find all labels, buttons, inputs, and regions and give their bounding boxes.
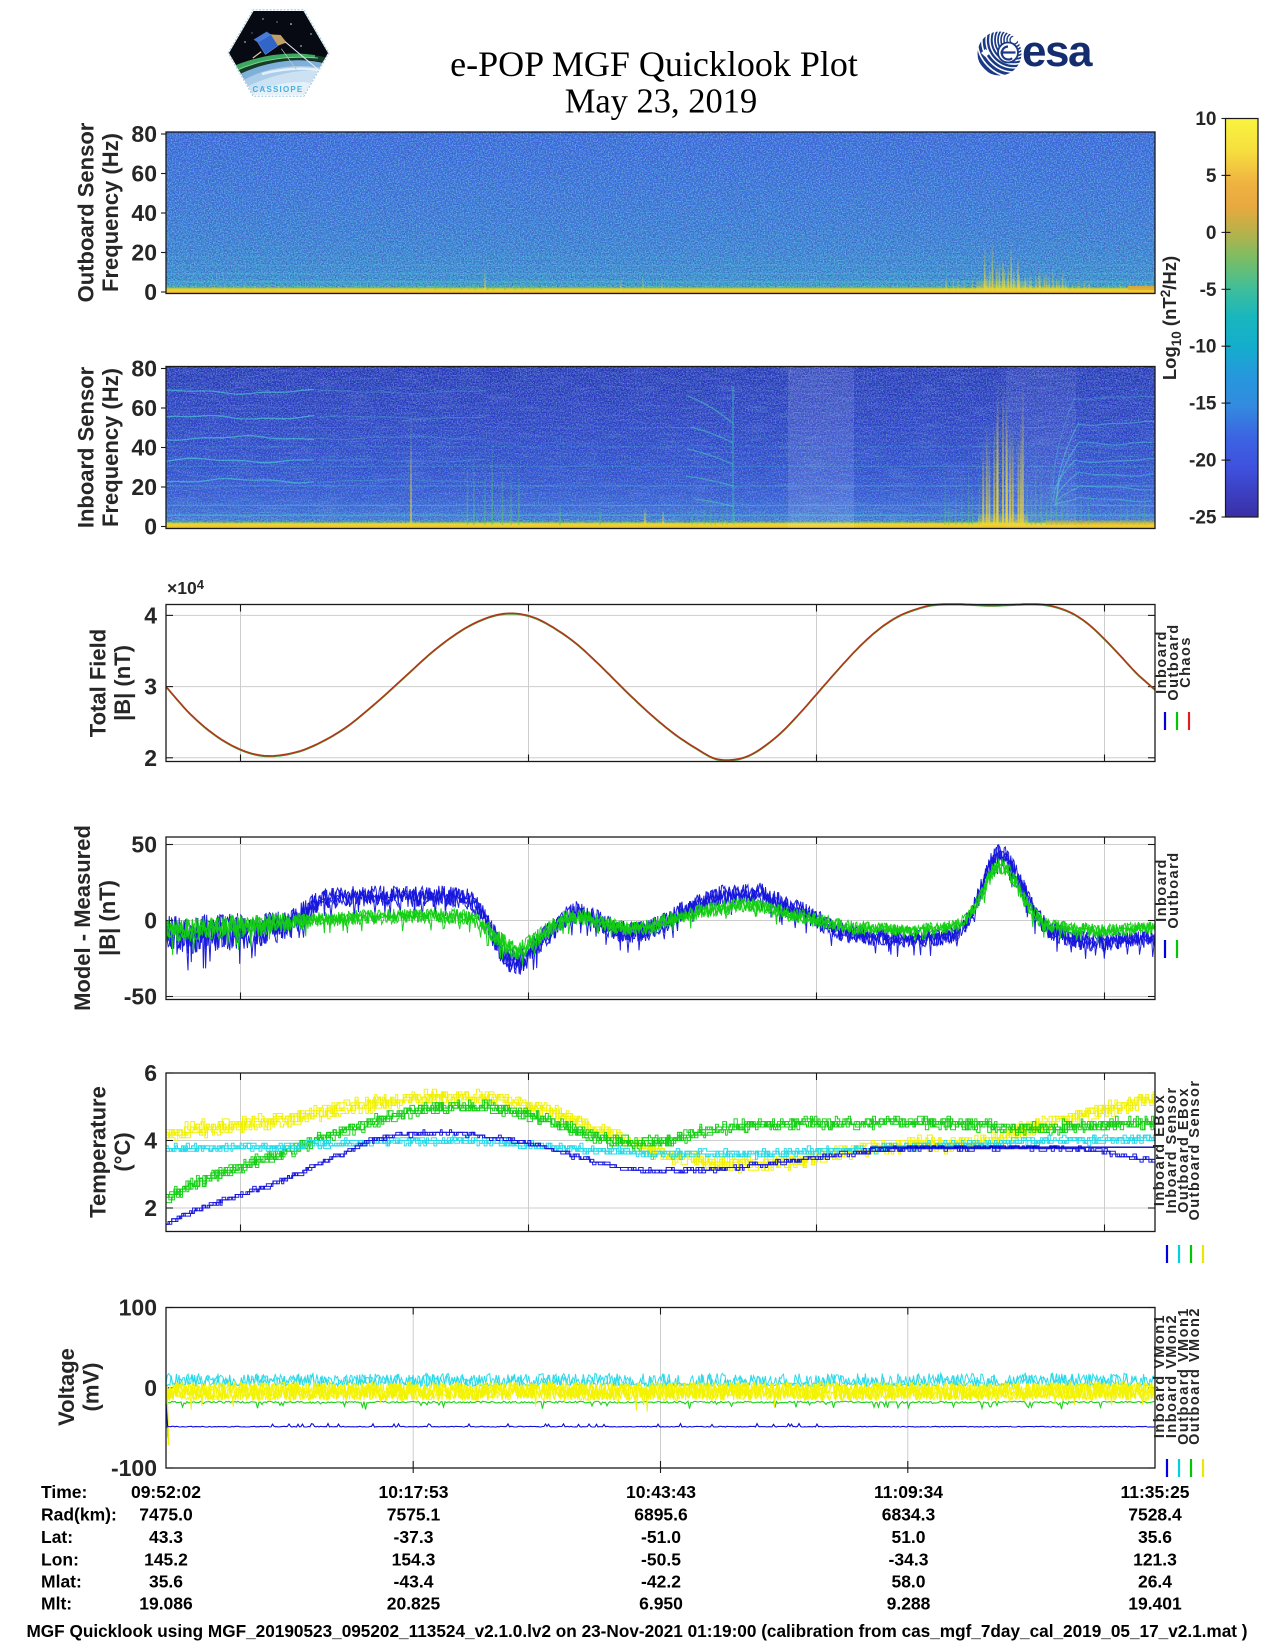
svg-text:58.0: 58.0 [891,1572,925,1592]
svg-text:5: 5 [1206,166,1217,187]
svg-text:0: 0 [144,279,157,305]
svg-text:35.6: 35.6 [149,1572,183,1592]
svg-text:20: 20 [131,474,157,500]
svg-text:-34.3: -34.3 [889,1550,929,1570]
svg-text:Frequency (Hz): Frequency (Hz) [98,133,123,292]
svg-text:11:09:34: 11:09:34 [874,1482,943,1502]
svg-text:3: 3 [144,674,157,700]
svg-text:40: 40 [131,435,157,461]
svg-text:0: 0 [144,514,157,540]
svg-text:121.3: 121.3 [1133,1550,1177,1570]
svg-text:60: 60 [131,161,157,187]
svg-text:4: 4 [144,602,157,628]
svg-text:0: 0 [144,908,157,934]
svg-text:35.6: 35.6 [1138,1527,1172,1547]
svg-text:Model - Measured: Model - Measured [70,825,95,1011]
svg-text:Voltage: Voltage [54,1348,79,1426]
svg-text:(°C): (°C) [110,1132,135,1171]
svg-text:Mlt:: Mlt: [41,1594,72,1614]
svg-text:2: 2 [144,1195,157,1221]
svg-text:0: 0 [1206,223,1217,244]
svg-text:-15: -15 [1189,394,1217,415]
svg-text:Lat:: Lat: [41,1527,73,1547]
svg-text:4: 4 [144,1128,157,1154]
svg-text:0: 0 [144,1375,157,1401]
svg-text:Frequency (Hz): Frequency (Hz) [98,368,123,527]
svg-text:-42.2: -42.2 [641,1572,681,1592]
svg-text:Mlat:: Mlat: [41,1572,82,1592]
svg-text:esa: esa [1022,27,1093,76]
svg-text:11:35:25: 11:35:25 [1120,1482,1189,1502]
svg-text:2: 2 [144,745,157,771]
svg-text:May 23, 2019: May 23, 2019 [565,83,758,121]
svg-text:-5: -5 [1200,280,1217,301]
svg-text:-50: -50 [124,984,157,1010]
svg-text:Temperature: Temperature [86,1086,111,1218]
svg-text:Total Field: Total Field [86,629,111,737]
svg-text:e-POP MGF Quicklook Plot: e-POP MGF Quicklook Plot [450,44,858,84]
svg-text:Inboard Sensor: Inboard Sensor [73,366,98,528]
svg-text:Outboard Sensor: Outboard Sensor [73,122,98,302]
svg-text:20: 20 [131,240,157,266]
svg-text:Inboard: Inboard [1154,630,1170,694]
svg-text:6834.3: 6834.3 [882,1505,936,1525]
svg-text:20.825: 20.825 [387,1594,441,1614]
svg-text:6: 6 [144,1060,157,1086]
svg-text:10: 10 [1195,109,1216,130]
svg-text:Chaos: Chaos [1178,636,1194,688]
svg-text:10:17:53: 10:17:53 [378,1482,448,1502]
svg-text:09:52:02: 09:52:02 [131,1482,201,1502]
svg-text:7575.1: 7575.1 [387,1505,441,1525]
svg-text:-43.4: -43.4 [394,1572,434,1592]
svg-text:(mV): (mV) [78,1363,103,1412]
svg-text:6.950: 6.950 [639,1594,683,1614]
svg-text:-20: -20 [1189,451,1216,472]
svg-text:|B| (nT): |B| (nT) [110,645,135,721]
svg-text:80: 80 [131,121,157,147]
svg-text:|B| (nT): |B| (nT) [95,880,120,956]
svg-text:-37.3: -37.3 [394,1527,434,1547]
svg-text:26.4: 26.4 [1138,1572,1172,1592]
svg-text:Outboard Sensor: Outboard Sensor [1187,1080,1203,1221]
svg-text:Inboard VMon2: Inboard VMon2 [1164,1314,1180,1438]
svg-text:×104: ×104 [167,577,205,598]
svg-text:Outboard VMon1: Outboard VMon1 [1176,1307,1192,1445]
svg-text:Outboard: Outboard [1166,623,1182,700]
svg-text:19.401: 19.401 [1128,1594,1182,1614]
svg-text:60: 60 [131,395,157,421]
svg-text:7528.4: 7528.4 [1128,1505,1182,1525]
svg-text:Inboard EBox: Inboard EBox [1152,1094,1168,1206]
svg-text:-51.0: -51.0 [641,1527,681,1547]
svg-text:-50.5: -50.5 [641,1550,681,1570]
svg-text:Outboard EBox: Outboard EBox [1176,1087,1192,1213]
svg-text:CASSIOPE: CASSIOPE [253,85,304,94]
svg-text:19.086: 19.086 [139,1594,193,1614]
svg-text:154.3: 154.3 [392,1550,436,1570]
svg-text:9.288: 9.288 [887,1594,931,1614]
svg-text:51.0: 51.0 [891,1527,925,1547]
svg-text:Inboard VMon1: Inboard VMon1 [1152,1314,1168,1438]
svg-text:Rad(km):: Rad(km): [41,1505,117,1525]
svg-text:Inboard: Inboard [1154,858,1170,922]
svg-text:100: 100 [119,1295,157,1321]
svg-text:Outboard VMon2: Outboard VMon2 [1187,1307,1203,1445]
svg-text:43.3: 43.3 [149,1527,183,1547]
svg-text:Lon:: Lon: [41,1550,79,1570]
svg-text:50: 50 [131,832,157,858]
svg-text:40: 40 [131,200,157,226]
svg-text:-10: -10 [1189,337,1216,358]
svg-text:-25: -25 [1189,508,1217,529]
svg-text:Time:: Time: [41,1482,87,1502]
svg-text:Outboard: Outboard [1166,851,1182,928]
svg-text:Inboard Sensor: Inboard Sensor [1164,1086,1180,1213]
svg-text:10:43:43: 10:43:43 [626,1482,696,1502]
svg-text:MGF Quicklook using MGF_201905: MGF Quicklook using MGF_20190523_095202_… [26,1621,1247,1641]
svg-text:7475.0: 7475.0 [139,1505,193,1525]
svg-text:Log10 (nT2/Hz): Log10 (nT2/Hz) [1158,256,1184,380]
svg-text:-100: -100 [111,1455,157,1481]
svg-text:80: 80 [131,356,157,382]
svg-text:6895.6: 6895.6 [634,1505,688,1525]
svg-text:145.2: 145.2 [144,1550,188,1570]
